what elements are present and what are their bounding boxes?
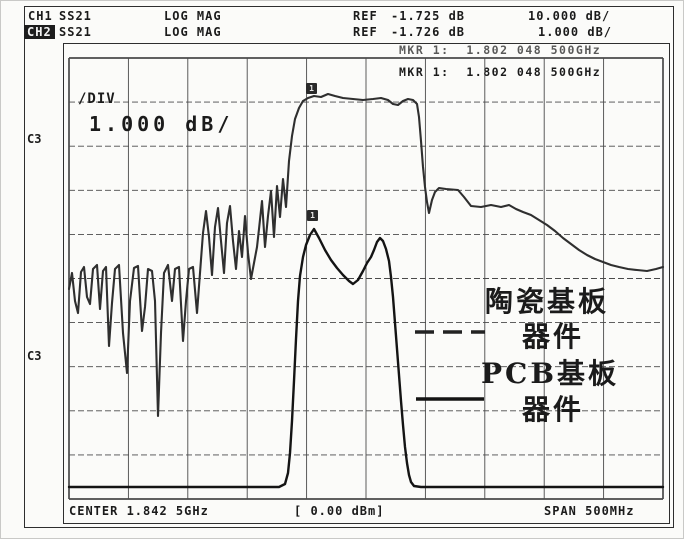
marker-readout-ch1: MKR 1: 1.802 048 500GHz: [399, 43, 602, 57]
ch1-ref-label: REF: [353, 9, 378, 23]
ch1-scale: 10.000 dB/: [528, 9, 611, 23]
span-label: SPAN 500MHz: [544, 504, 635, 518]
per-div-label: /DIV: [78, 91, 116, 107]
source-power-label: [ 0.00 dBm]: [294, 504, 385, 518]
ch2-ref-label: REF: [353, 25, 378, 39]
center-frequency-label: CENTER 1.842 5GHz: [69, 504, 209, 518]
ch1-ref-value: -1.725 dB: [391, 9, 466, 23]
screen-outer-border: [24, 6, 674, 528]
per-div-value: 1.000 dB/: [89, 112, 234, 136]
ch1-trace: SS21: [59, 9, 92, 23]
legend-pcb-line2: 器件: [522, 393, 585, 426]
ch1-label: CH1: [28, 9, 53, 23]
status-c3-bottom: C3: [27, 349, 42, 363]
marker-1-symbol-pcb: 1: [307, 210, 318, 221]
legend-pcb-line1: PCB基板: [481, 357, 620, 390]
legend-ceramic-line2: 器件: [522, 320, 585, 353]
marker-1-symbol-ceramic: 1: [306, 83, 317, 94]
ch2-ref-value: -1.726 dB: [391, 25, 466, 39]
ch1-format: LOG MAG: [164, 9, 222, 23]
marker-readout-ch2: MKR 1: 1.802 048 500GHz: [399, 65, 602, 79]
legend-ceramic-line1: 陶瓷基板: [485, 285, 610, 318]
ch2-trace: SS21: [59, 25, 92, 39]
ch2-label: CH2: [24, 25, 55, 39]
graticule-frame: [63, 43, 670, 524]
status-c3-top: C3: [27, 132, 42, 146]
ch2-scale: 1.000 dB/: [538, 25, 613, 39]
ch2-format: LOG MAG: [164, 25, 222, 39]
